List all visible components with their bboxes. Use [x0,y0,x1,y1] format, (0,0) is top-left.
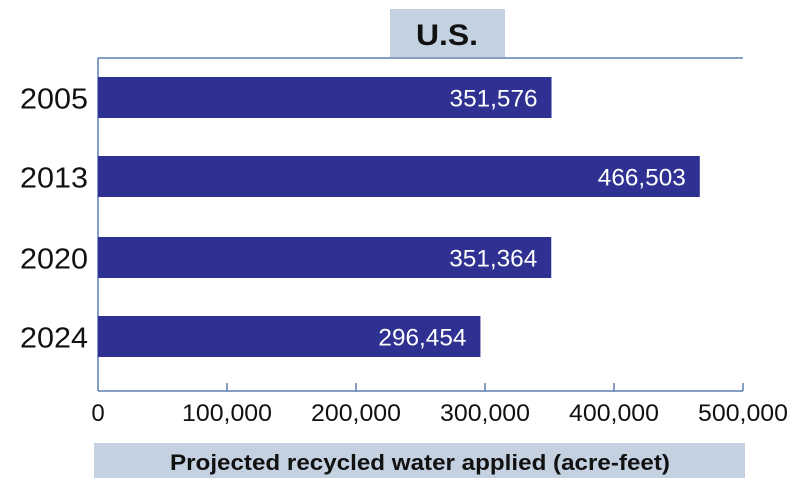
tick-label: 0 [91,400,104,427]
x-ticks: 0 100,000 200,000 300,000 400,000 500,000 [91,383,788,427]
bar-value-label: 296,454 [378,325,466,352]
bar [98,316,481,357]
x-axis-label: Projected recycled water applied (acre-f… [170,450,670,475]
category-label: 2005 [20,84,88,116]
x-axis-label-box: Projected recycled water applied (acre-f… [94,443,745,478]
category-label: 2013 [20,163,88,195]
title-box: U.S. [390,9,505,57]
category-label: 2020 [20,244,88,276]
chart-title: U.S. [416,19,478,52]
tick-label: 300,000 [440,400,530,427]
bar [98,156,700,197]
tick-label: 200,000 [311,400,401,427]
bar-value-label: 351,364 [449,246,537,273]
tick-label: 500,000 [698,400,788,427]
bars: 2005 351,576 2013 466,503 2020 351,364 2024 296… [20,77,700,357]
bar-value-label: 466,503 [598,165,686,192]
bar-value-label: 351,576 [450,86,538,113]
bar [98,237,552,278]
tick-label: 100,000 [182,400,272,427]
bar [98,77,552,118]
tick-label: 400,000 [569,400,659,427]
category-label: 2024 [20,323,88,355]
